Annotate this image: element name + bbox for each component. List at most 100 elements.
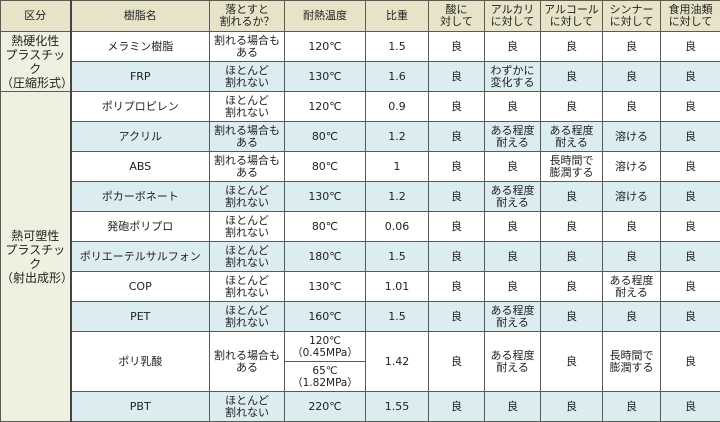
acid-cell: 良 bbox=[428, 121, 485, 152]
alkali-cell: 良 bbox=[484, 31, 541, 62]
alkali-cell: 良 bbox=[484, 151, 541, 182]
resin-name-cell: 発砲ポリプロ bbox=[69, 211, 210, 242]
heat-cell: 180℃ bbox=[284, 241, 366, 272]
resin-name-cell: メラミン樹脂 bbox=[69, 31, 210, 62]
oil-cell: 良 bbox=[660, 61, 720, 92]
header-thinner: シンナー に対して bbox=[602, 0, 661, 32]
heat-cell: 80℃ bbox=[284, 211, 366, 242]
header-drop-break: 落とすと 割れるか？ bbox=[209, 0, 285, 32]
table-row: ABS 割れる場合も ある 80℃ 1 良良長時間で 膨潤する 溶ける良 bbox=[1, 151, 720, 182]
alkali-cell: ある程度 耐える bbox=[484, 121, 541, 152]
thinner-cell: 良 bbox=[602, 91, 661, 122]
sg-cell: 1.2 bbox=[365, 181, 429, 212]
heat-cell: 120℃ （0.45MPa） bbox=[284, 331, 366, 362]
thinner-cell: 良 bbox=[602, 241, 661, 272]
acid-cell: 良 bbox=[428, 301, 485, 332]
resin-name-cell: ポリ乳酸 bbox=[69, 331, 210, 392]
resin-name-cell: ABS bbox=[69, 151, 210, 182]
alkali-cell: わずかに 変化する bbox=[484, 61, 541, 92]
alkali-cell: 良 bbox=[484, 271, 541, 302]
drop-cell: ほとんど 割れない bbox=[209, 391, 285, 422]
thinner-cell: 溶ける bbox=[602, 181, 661, 212]
oil-cell: 良 bbox=[660, 271, 720, 302]
sg-cell: 1.2 bbox=[365, 121, 429, 152]
header-heat-resistance: 耐熱温度 bbox=[284, 0, 366, 32]
heat-cell: 120℃ bbox=[284, 91, 366, 122]
alcohol-cell: 良 bbox=[540, 271, 603, 302]
thinner-cell: 溶ける bbox=[602, 151, 661, 182]
alkali-cell: 良 bbox=[484, 91, 541, 122]
heat-cell: 220℃ bbox=[284, 391, 366, 422]
sg-cell: 0.9 bbox=[365, 91, 429, 122]
thinner-cell: ある程度 耐える bbox=[602, 271, 661, 302]
oil-cell: 良 bbox=[660, 121, 720, 152]
oil-cell: 良 bbox=[660, 181, 720, 212]
alcohol-cell: 良 bbox=[540, 181, 603, 212]
drop-cell: ほとんど 割れない bbox=[209, 181, 285, 212]
oil-cell: 良 bbox=[660, 241, 720, 272]
thinner-cell: 良 bbox=[602, 31, 661, 62]
acid-cell: 良 bbox=[428, 391, 485, 422]
sg-cell: 1.5 bbox=[365, 301, 429, 332]
sg-cell: 1.42 bbox=[365, 331, 429, 392]
header-alcohol: アルコール に対して bbox=[540, 0, 603, 32]
header-row: 区分 樹脂名 落とすと 割れるか？ 耐熱温度 比重 酸に 対して アルカリ に対して アルコー… bbox=[0, 0, 720, 32]
acid-cell: 良 bbox=[428, 181, 485, 212]
alkali-cell: ある程度 耐える bbox=[484, 301, 541, 332]
acid-cell: 良 bbox=[428, 211, 485, 242]
table-row: 発砲ポリプロ ほとんど 割れない 80℃ 0.06 良良良良良 bbox=[1, 211, 720, 242]
alcohol-cell: 良 bbox=[540, 61, 603, 92]
oil-cell: 良 bbox=[660, 91, 720, 122]
table-subrow: 65℃ （1.82MPa） bbox=[1, 361, 720, 392]
alkali-cell: 良 bbox=[484, 211, 541, 242]
oil-cell: 良 bbox=[660, 151, 720, 182]
alcohol-cell: 良 bbox=[540, 91, 603, 122]
thinner-cell: 溶ける bbox=[602, 121, 661, 152]
table-row: COP ほとんど 割れない 130℃ 1.01 良良良ある程度 耐える良 bbox=[1, 271, 720, 302]
header-acid: 酸に 対して bbox=[428, 0, 485, 32]
oil-cell: 良 bbox=[660, 331, 720, 392]
oil-cell: 良 bbox=[660, 211, 720, 242]
alcohol-cell: 良 bbox=[540, 31, 603, 62]
acid-cell: 良 bbox=[428, 151, 485, 182]
thinner-cell: 良 bbox=[602, 391, 661, 422]
sg-cell: 1 bbox=[365, 151, 429, 182]
alcohol-cell: 良 bbox=[540, 211, 603, 242]
heat-cell: 80℃ bbox=[284, 121, 366, 152]
drop-cell: ほとんど 割れない bbox=[209, 61, 285, 92]
header-alkali: アルカリ に対して bbox=[484, 0, 541, 32]
header-resin-name: 樹脂名 bbox=[69, 0, 210, 32]
resin-name-cell: PET bbox=[69, 301, 210, 332]
sg-cell: 1.55 bbox=[365, 391, 429, 422]
resin-name-cell: ポカーボネート bbox=[69, 181, 210, 212]
heat-cell: 130℃ bbox=[284, 61, 366, 92]
table-row: PBT ほとんど 割れない 220℃ 1.55 良良良良良 bbox=[1, 391, 720, 422]
table-row: 熱可塑性 プラスチック （射出成形） ポリプロピレン ほとんど 割れない 120℃ 0.… bbox=[0, 91, 720, 422]
table-row: FRP ほとんど 割れない 130℃ 1.6 良わずかに 変化する良良良 bbox=[1, 61, 720, 92]
alkali-cell: 良 bbox=[484, 391, 541, 422]
drop-cell: 割れる場合も ある bbox=[209, 121, 285, 152]
table-row: アクリル 割れる場合も ある 80℃ 1.2 良ある程度 耐える ある程度 耐える 溶ける良 bbox=[1, 121, 720, 152]
oil-cell: 良 bbox=[660, 301, 720, 332]
drop-cell: ほとんど 割れない bbox=[209, 211, 285, 242]
alcohol-cell: 良 bbox=[540, 391, 603, 422]
thinner-cell: 長時間で 膨潤する bbox=[602, 331, 661, 392]
alcohol-cell: 良 bbox=[540, 301, 603, 332]
drop-cell: 割れる場合も ある bbox=[209, 31, 285, 62]
resin-name-cell: ポリエーテルサルフォン bbox=[69, 241, 210, 272]
sg-cell: 0.06 bbox=[365, 211, 429, 242]
alcohol-cell: ある程度 耐える bbox=[540, 121, 603, 152]
alkali-cell: 良 bbox=[484, 241, 541, 272]
heat-cell: 160℃ bbox=[284, 301, 366, 332]
header-specific-gravity: 比重 bbox=[365, 0, 429, 32]
heat-cell: 80℃ bbox=[284, 151, 366, 182]
heat-cell: 130℃ bbox=[284, 181, 366, 212]
sg-cell: 1.6 bbox=[365, 61, 429, 92]
acid-cell: 良 bbox=[428, 61, 485, 92]
alkali-cell: ある程度 耐える bbox=[484, 331, 541, 392]
drop-cell: ほとんど 割れない bbox=[209, 301, 285, 332]
thinner-cell: 良 bbox=[602, 211, 661, 242]
drop-cell: ほとんど 割れない bbox=[209, 271, 285, 302]
table-row: ポリ乳酸 割れる場合も ある 120℃ （0.45MPa） 1.42 良ある程度 耐える… bbox=[1, 331, 720, 392]
